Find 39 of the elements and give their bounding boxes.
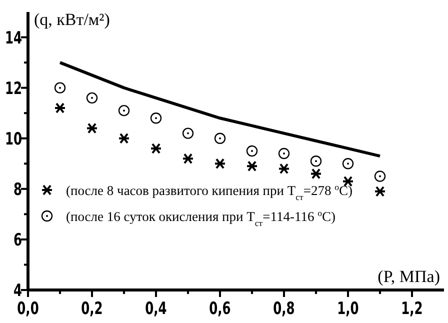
point [150,142,162,154]
y-tick-label: 12 [4,78,22,98]
point [374,186,386,197]
x-tick-label: 0,8 [273,298,295,318]
point [310,168,322,180]
point [150,112,162,124]
point [118,132,130,144]
point [342,158,354,170]
point [278,148,290,160]
legend-label: (после 8 часов развитого кипения при T$_{ст}$=278 $^{o}$C) [66,182,353,202]
point [54,102,66,114]
y-tick-label: 10 [4,129,22,149]
point [278,163,290,174]
x-tick-label: 1,0 [337,298,359,318]
point [374,170,386,182]
y-tick-label: 14 [4,28,22,48]
point [214,158,226,170]
point [86,122,98,134]
x-tick-label: 0,2 [81,298,103,318]
y-tick-label: 8 [13,180,22,200]
point [118,104,130,116]
x-tick-label: 0,6 [209,298,231,318]
y-axis-title: (q, кВт/м²) [34,10,110,29]
x-axis-title: (P, МПа) [378,267,440,286]
point [182,128,194,139]
legend-label: (после 16 суток окисления при T$_{ст}$=114-116 $^{o}$C) [66,208,336,228]
x-tick-label: 1,2 [401,298,423,318]
y-tick-label: 4 [13,281,22,301]
point [54,82,66,94]
point [86,92,98,104]
point [310,156,322,167]
y-tick-label: 6 [13,230,22,250]
point [182,153,194,164]
line-series [58,61,382,158]
point [246,160,258,172]
point [246,145,258,157]
x-tick-label: 0,0 [17,298,39,318]
x-tick-label: 0,4 [145,298,167,318]
point [214,132,226,144]
